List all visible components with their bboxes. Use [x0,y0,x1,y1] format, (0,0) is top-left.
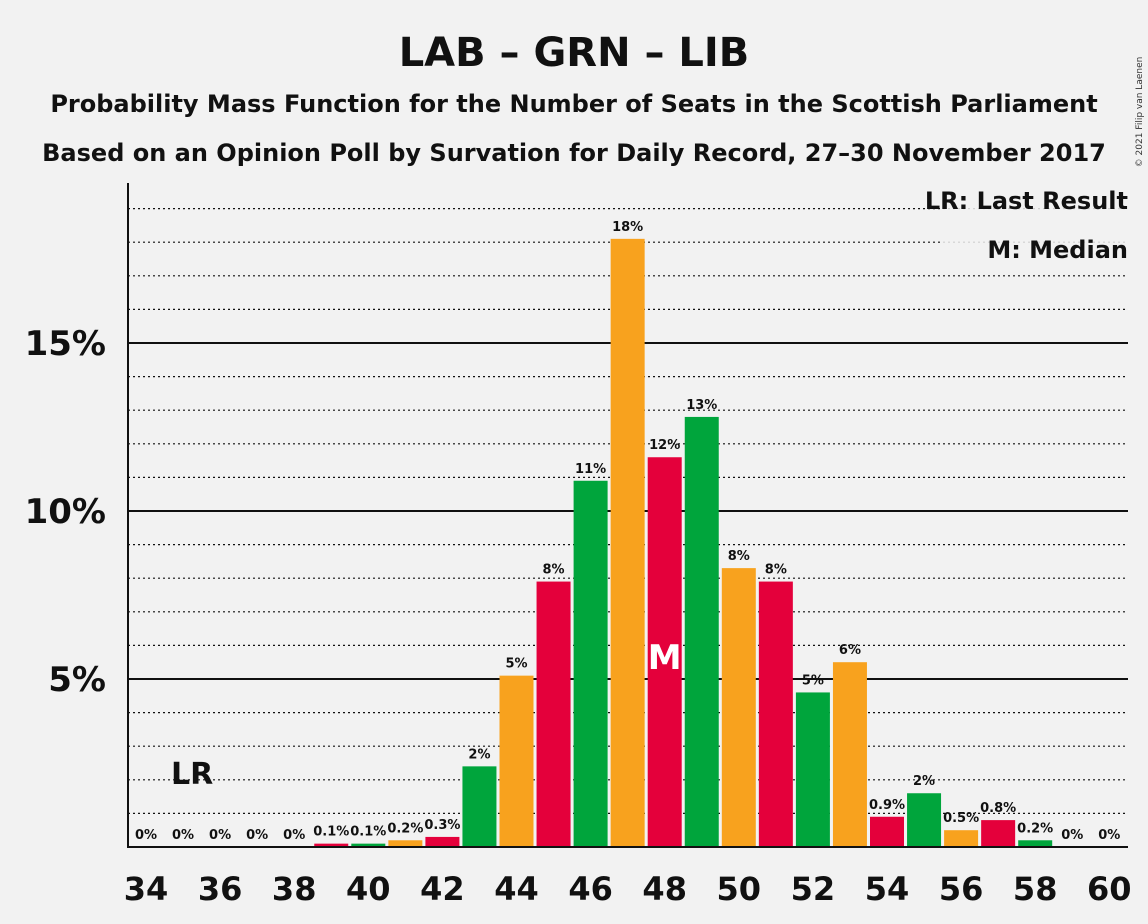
data-label-34: 0% [135,828,157,843]
x-tick-label: 34 [124,870,169,908]
data-label-44: 5% [505,657,527,672]
data-label-54: 0.9% [869,798,905,813]
bar-44 [499,675,534,847]
bar-45 [536,581,571,847]
x-tick-label: 50 [717,870,762,908]
data-label-41: 0.2% [387,821,423,836]
data-label-42: 0.3% [424,818,460,833]
axes: 5% 10% 15% 34 36 38 40 42 44 46 48 50 52 54 56 58 60 [25,183,1132,908]
data-labels: 0% 0% 0% 0% 0% 0.1% 0.1% 0.2% 0.3%2%5%8%11%18%12… [135,220,1120,843]
data-label-48: 12% [649,438,680,453]
data-label-38: 0% [283,828,305,843]
y-tick-label: 10% [25,492,106,532]
bar-47 [610,238,645,848]
bar-50 [721,568,756,847]
median-marker: M [648,638,682,678]
data-label-53: 6% [839,643,861,658]
data-label-47: 18% [612,220,643,235]
data-label-50: 8% [728,549,750,564]
legend-median: M: Median [987,236,1128,264]
x-tick-label: 46 [568,870,613,908]
x-tick-label: 48 [642,870,687,908]
data-label-39: 0.1% [313,825,349,840]
bar-58 [1018,840,1053,847]
data-label-57: 0.8% [980,801,1016,816]
data-label-36: 0% [209,828,231,843]
bar-48 [647,457,682,847]
chart-subtitle-2: Based on an Opinion Poll by Survation fo… [42,139,1106,167]
chart-title: LAB – GRN – LIB [399,30,750,76]
bar-43 [462,766,497,847]
data-label-55: 2% [913,774,935,789]
bar-46 [573,480,608,847]
y-tick-label: 15% [25,324,106,364]
bar-55 [907,793,942,847]
data-label-46: 11% [575,462,606,477]
data-label-52: 5% [802,673,824,688]
bar-41 [388,840,423,847]
legend-last-result: LR: Last Result [925,187,1128,215]
bar-54 [870,816,904,847]
data-label-56: 0.5% [943,811,979,826]
bars [314,238,1053,848]
data-label-59: 0% [1061,828,1083,843]
bar-53 [832,662,867,847]
x-tick-label: 36 [198,870,243,908]
bar-49 [684,416,719,847]
bar-52 [795,692,830,847]
data-label-40: 0.1% [350,825,386,840]
bar-57 [981,820,1016,847]
x-tick-label: 60 [1087,870,1132,908]
x-tick-label: 58 [1013,870,1058,908]
x-tick-label: 42 [420,870,465,908]
bar-42 [425,836,460,847]
bar-39 [314,843,349,847]
bar-51 [758,581,793,847]
data-label-60: 0% [1098,828,1120,843]
x-tick-label: 56 [939,870,984,908]
copyright-text: © 2021 Filip van Laenen [1135,57,1145,168]
data-label-51: 8% [765,563,787,578]
y-tick-label: 5% [48,660,106,700]
x-tick-label: 40 [346,870,391,908]
data-label-45: 8% [543,563,565,578]
x-tick-label: 54 [865,870,910,908]
data-label-58: 0.2% [1017,821,1053,836]
bar-56 [944,830,979,847]
legend-background [940,180,1135,270]
data-label-49: 13% [686,398,717,413]
last-result-marker: LR [171,757,213,792]
chart-subtitle-1: Probability Mass Function for the Number… [50,90,1097,118]
data-label-43: 2% [468,747,490,762]
x-tick-label: 52 [791,870,836,908]
data-label-35: 0% [172,828,194,843]
bar-40 [351,843,386,847]
x-tick-label: 38 [272,870,317,908]
data-label-37: 0% [246,828,268,843]
x-tick-label: 44 [494,870,539,908]
